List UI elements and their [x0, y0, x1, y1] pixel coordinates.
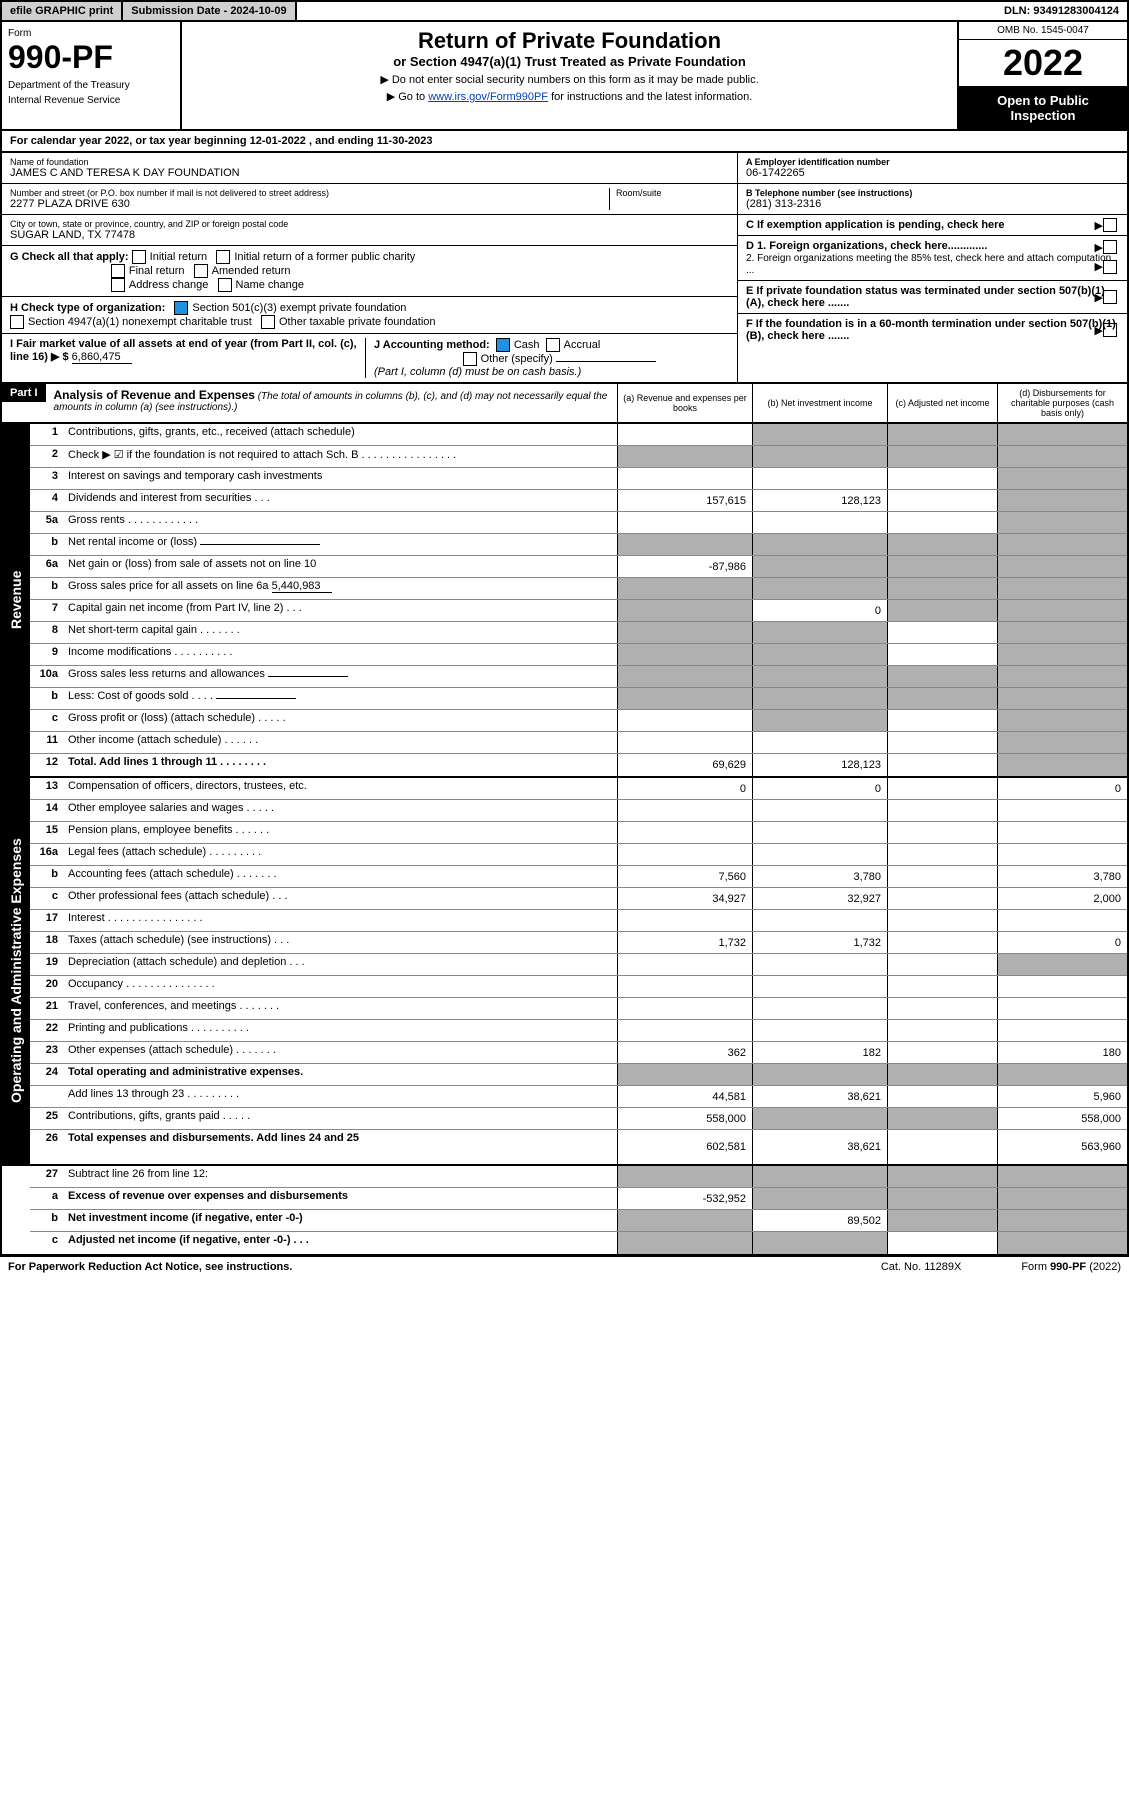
section-i: I Fair market value of all assets at end…: [10, 338, 365, 378]
chk-4947[interactable]: [10, 315, 24, 329]
expenses-side-label: Operating and Administrative Expenses: [2, 778, 30, 1164]
chk-d2[interactable]: [1103, 260, 1117, 274]
open-inspection: Open to Public Inspection: [959, 87, 1127, 129]
section-d: D 1. Foreign organizations, check here..…: [738, 236, 1127, 281]
col-b-hdr: (b) Net investment income: [752, 384, 887, 422]
form-word: Form: [8, 28, 174, 39]
street-address: 2277 PLAZA DRIVE 630: [10, 198, 609, 210]
chk-initial[interactable]: [132, 250, 146, 264]
top-bar: efile GRAPHIC print Submission Date - 20…: [0, 0, 1129, 22]
col-a-hdr: (a) Revenue and expenses per books: [617, 384, 752, 422]
line27-table: 27Subtract line 26 from line 12: aExcess…: [0, 1166, 1129, 1256]
ein: 06-1742265: [746, 167, 1119, 179]
col-c-hdr: (c) Adjusted net income: [887, 384, 997, 422]
chk-f[interactable]: [1103, 323, 1117, 337]
part1-title: Analysis of Revenue and Expenses: [54, 388, 255, 402]
form-subtitle: or Section 4947(a)(1) Trust Treated as P…: [188, 54, 951, 69]
chk-final[interactable]: [111, 264, 125, 278]
chk-e[interactable]: [1103, 290, 1117, 304]
form-title: Return of Private Foundation: [188, 28, 951, 54]
note-1: ▶ Do not enter social security numbers o…: [188, 73, 951, 86]
col-d-hdr: (d) Disbursements for charitable purpose…: [997, 384, 1127, 422]
part1-header: Part I Analysis of Revenue and Expenses …: [0, 384, 1129, 424]
dln: DLN: 93491283004124: [996, 2, 1127, 20]
city-state-zip: SUGAR LAND, TX 77478: [10, 229, 729, 241]
revenue-table: Revenue 1Contributions, gifts, grants, e…: [0, 424, 1129, 778]
page-footer: For Paperwork Reduction Act Notice, see …: [0, 1256, 1129, 1277]
city-label: City or town, state or province, country…: [10, 219, 729, 229]
chk-initial-former[interactable]: [216, 250, 230, 264]
chk-501c3[interactable]: [174, 301, 188, 315]
room-label: Room/suite: [616, 188, 729, 198]
addr-label: Number and street (or P.O. box number if…: [10, 188, 609, 198]
section-e: E If private foundation status was termi…: [738, 281, 1127, 314]
chk-accrual[interactable]: [546, 338, 560, 352]
footer-mid: Cat. No. 11289X: [881, 1261, 962, 1273]
chk-name[interactable]: [218, 278, 232, 292]
tel-label: B Telephone number (see instructions): [746, 188, 912, 198]
chk-other-method[interactable]: [463, 352, 477, 366]
chk-c[interactable]: [1103, 218, 1117, 232]
submission-date: Submission Date - 2024-10-09: [123, 2, 296, 20]
revenue-side-label: Revenue: [2, 424, 30, 776]
identity-block: Name of foundation JAMES C AND TERESA K …: [0, 153, 1129, 384]
name-label: Name of foundation: [10, 157, 729, 167]
efile-label: efile GRAPHIC print: [2, 2, 123, 20]
ein-label: A Employer identification number: [746, 157, 890, 167]
section-j: J Accounting method: Cash Accrual Other …: [365, 338, 729, 378]
calendar-year: For calendar year 2022, or tax year begi…: [0, 131, 1129, 153]
part1-label: Part I: [2, 384, 46, 402]
chk-address[interactable]: [111, 278, 125, 292]
section-h: H Check type of organization: Section 50…: [2, 297, 737, 334]
chk-amended[interactable]: [194, 264, 208, 278]
dept: Department of the Treasury: [8, 80, 174, 91]
foundation-name: JAMES C AND TERESA K DAY FOUNDATION: [10, 167, 729, 179]
footer-left: For Paperwork Reduction Act Notice, see …: [8, 1261, 292, 1273]
section-g: G Check all that apply: Initial return I…: [2, 246, 737, 297]
form-header: Form 990-PF Department of the Treasury I…: [0, 22, 1129, 131]
fmv-value: 6,860,475: [72, 351, 132, 364]
irs-link[interactable]: www.irs.gov/Form990PF: [428, 91, 548, 103]
chk-other-tax[interactable]: [261, 315, 275, 329]
footer-right: Form 990-PF (2022): [1021, 1261, 1121, 1273]
expenses-table: Operating and Administrative Expenses 13…: [0, 778, 1129, 1166]
chk-d1[interactable]: [1103, 240, 1117, 254]
chk-cash[interactable]: [496, 338, 510, 352]
omb: OMB No. 1545-0047: [959, 22, 1127, 40]
irs: Internal Revenue Service: [8, 95, 174, 106]
form-number: 990-PF: [8, 39, 174, 76]
telephone: (281) 313-2316: [746, 198, 1119, 210]
note-2: ▶ Go to www.irs.gov/Form990PF for instru…: [188, 90, 951, 103]
section-f: F If the foundation is in a 60-month ter…: [738, 314, 1127, 346]
tax-year: 2022: [959, 40, 1127, 87]
section-c: C If exemption application is pending, c…: [738, 215, 1127, 236]
